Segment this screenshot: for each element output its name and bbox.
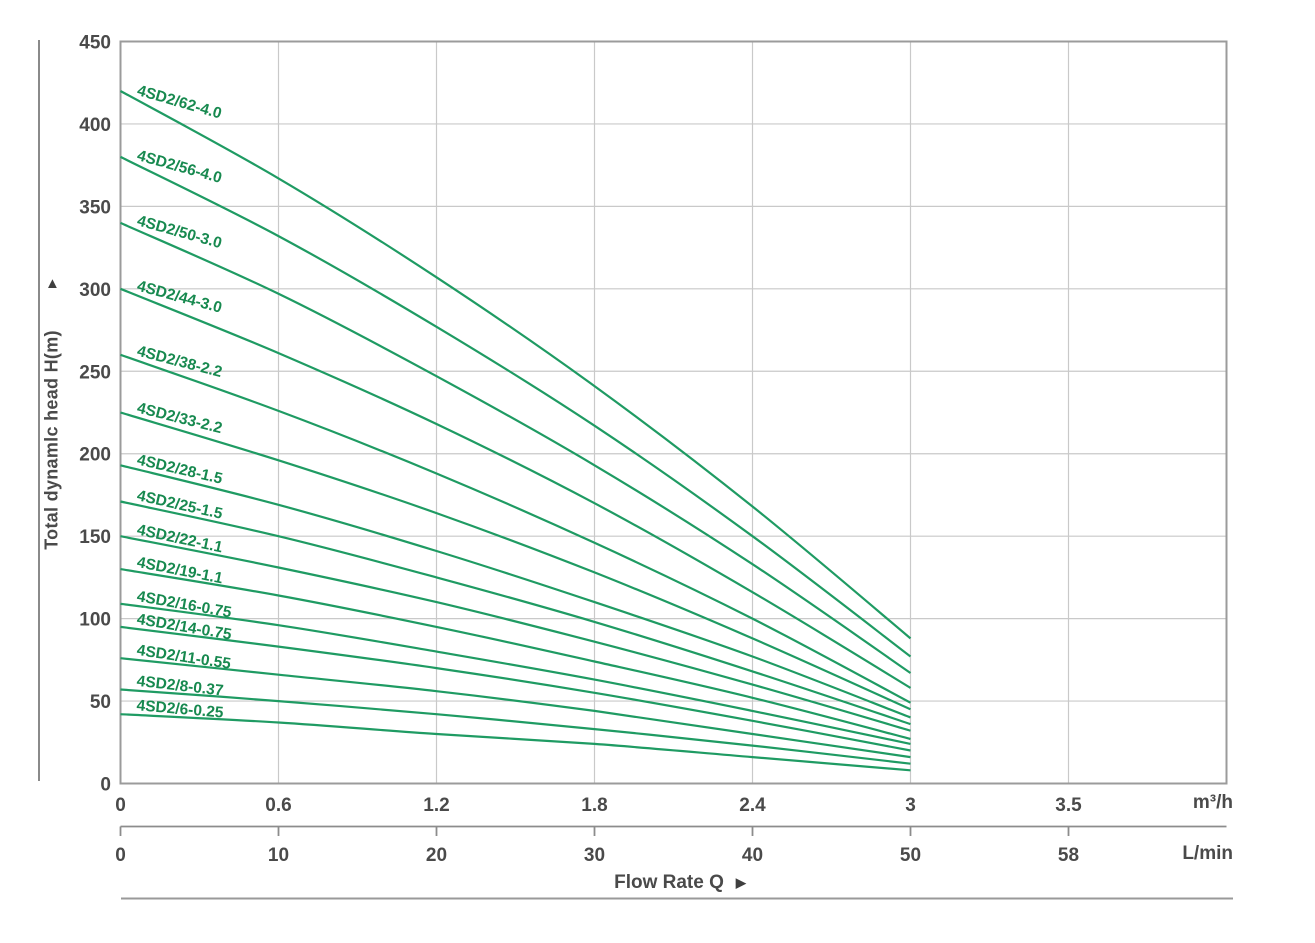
x-tick-label-m3h: 1.8 xyxy=(581,795,607,816)
pump-curve xyxy=(120,688,911,765)
pump-curve xyxy=(120,353,912,704)
x-tick-label-m3h: 0 xyxy=(115,795,126,816)
y-tick-label: 350 xyxy=(79,197,111,218)
y-axis-outer-line xyxy=(38,40,40,781)
x-tick-label-lmin: 40 xyxy=(742,845,763,866)
y-tick-label: 0 xyxy=(100,775,111,796)
pump-curve xyxy=(120,535,911,732)
x-tick-label-m3h: 0.6 xyxy=(265,795,291,816)
pump-curve xyxy=(120,221,912,674)
x-tick-label-lmin: 30 xyxy=(584,845,605,866)
pump-curve xyxy=(120,411,911,711)
pump-curve xyxy=(120,155,912,658)
up-arrow-icon: ▲ xyxy=(45,275,60,292)
pump-curve xyxy=(120,657,911,759)
pump-curve-label: 4SD2/22-1.1 xyxy=(135,522,224,557)
x-tick-label-m3h: 1.2 xyxy=(423,795,449,816)
y-tick-label: 250 xyxy=(79,362,111,383)
y-tick-label: 200 xyxy=(79,445,111,466)
y-tick-label: 150 xyxy=(79,527,111,548)
right-arrow-icon: ▶ xyxy=(735,875,746,890)
pump-curve-label: 4SD2/56-4.0 xyxy=(135,147,223,187)
pump-curve xyxy=(120,713,911,772)
y-tick-label: 450 xyxy=(79,33,111,54)
pump-curve-label: 4SD2/25-1.5 xyxy=(135,487,224,523)
pump-curve-label: 4SD2/11-0.55 xyxy=(136,642,233,673)
pump-curve xyxy=(120,568,911,741)
x-tick-label-lmin: 10 xyxy=(268,845,289,866)
pump-curve xyxy=(120,287,912,689)
plot-border xyxy=(119,40,1228,785)
x-tick-label-lmin: 50 xyxy=(900,845,921,866)
x-tick-label-lmin: 58 xyxy=(1058,845,1079,866)
x-tick-label-lmin: 20 xyxy=(426,845,447,866)
y-tick-label: 300 xyxy=(79,280,111,301)
pump-curve-label: 4SD2/62-4.0 xyxy=(135,82,223,122)
pump-curve-label: 4SD2/33-2.2 xyxy=(135,400,224,438)
x-tick-label-m3h: 3.5 xyxy=(1055,795,1082,816)
y-tick-label: 50 xyxy=(90,692,111,713)
x-tick-label-lmin: 0 xyxy=(115,845,126,866)
pump-curve xyxy=(120,500,911,726)
x-axis-title: Flow Rate Q xyxy=(614,872,724,893)
x-tick-label-m3h: 2.4 xyxy=(739,795,766,816)
pump-curve-label: 4SD2/28-1.5 xyxy=(135,452,224,488)
pump-curve-label: 4SD2/19-1.1 xyxy=(136,554,225,587)
x-axis-unit-m3h: m³/h xyxy=(1192,792,1233,813)
y-tick-label: 100 xyxy=(79,610,111,631)
pump-curve-label: 4SD2/44-3.0 xyxy=(135,278,223,317)
pump-curve xyxy=(119,90,912,640)
x-tick-label-m3h: 3 xyxy=(905,795,916,816)
pump-curve-label: 4SD2/8-0.37 xyxy=(136,673,224,700)
y-tick-label: 400 xyxy=(79,115,111,136)
x-axis-title-row: Flow Rate Q ▶ xyxy=(560,872,800,894)
pump-curve-label: 4SD2/50-3.0 xyxy=(135,212,223,252)
pump-curve xyxy=(120,602,911,745)
pump-curve xyxy=(120,464,911,719)
x-axis-unit-lmin: L/min xyxy=(1182,843,1233,864)
pump-curve xyxy=(120,625,911,752)
y-axis-title: Total dynamlc head H(m) xyxy=(41,330,62,550)
